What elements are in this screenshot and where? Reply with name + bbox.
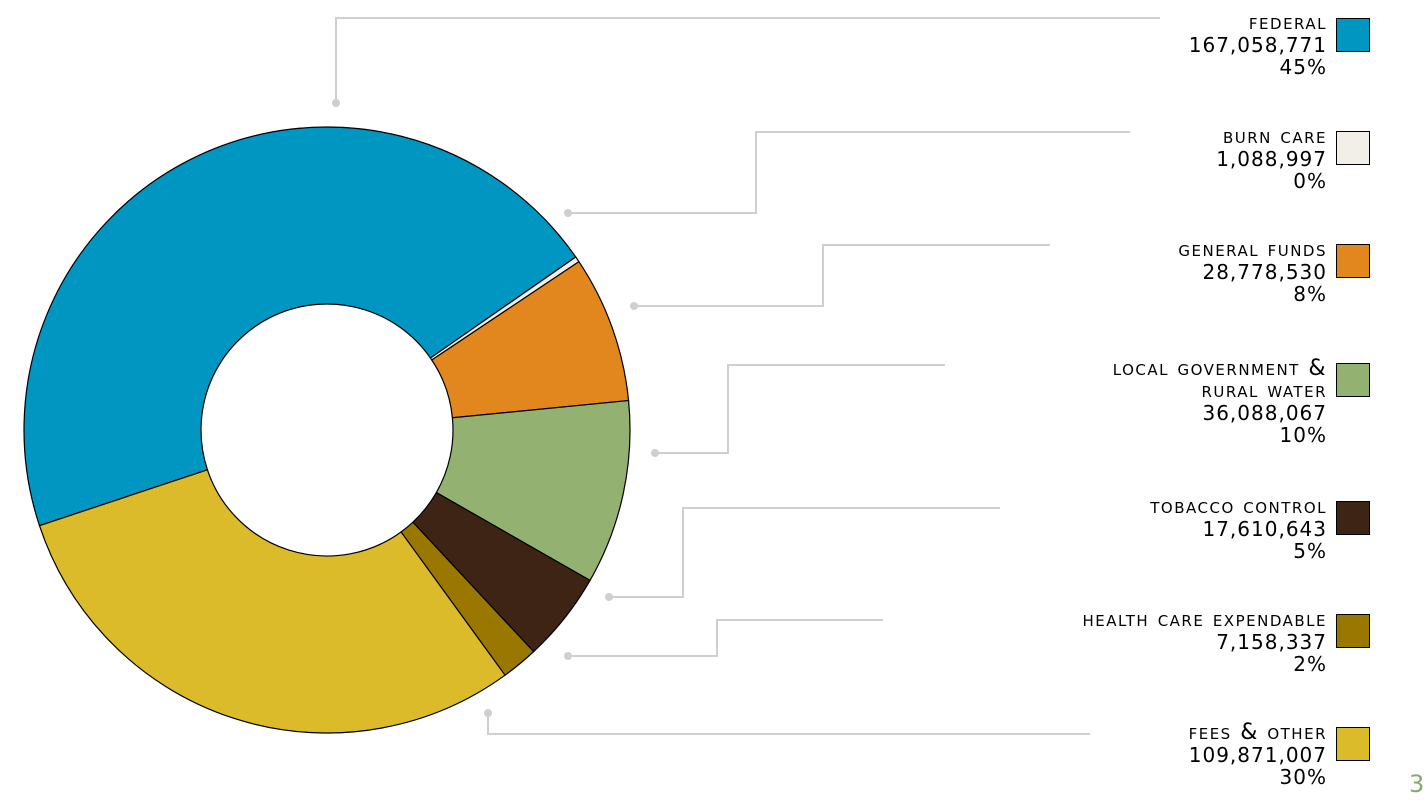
legend-label-burn-care: Burn Care bbox=[1222, 124, 1327, 149]
legend-swatch-local-government-and-rural-water bbox=[1336, 363, 1370, 397]
legend-percent-fees-and-other: 30% bbox=[1279, 765, 1327, 789]
legend-label-general-funds: General Funds bbox=[1178, 237, 1327, 262]
legend-value-health-care-expendable: 7,158,337 bbox=[1216, 630, 1327, 654]
leader-line-local-government-and-rural-water bbox=[655, 364, 945, 454]
leader-dot-fees-and-other bbox=[484, 709, 492, 717]
donut-slices bbox=[23, 126, 631, 734]
legend-percent-general-funds: 8% bbox=[1293, 282, 1327, 306]
slice-federal bbox=[23, 126, 577, 527]
legend-swatch-tobacco-control bbox=[1336, 501, 1370, 535]
leader-dot-local-government-and-rural-water bbox=[651, 449, 659, 457]
leader-line-tobacco-control bbox=[609, 507, 1000, 598]
legend-value-burn-care: 1,088,997 bbox=[1216, 147, 1327, 171]
leader-lines bbox=[332, 17, 1160, 735]
legend-swatch-burn-care bbox=[1336, 131, 1370, 165]
legend-value-local-government-and-rural-water: 36,088,067 bbox=[1202, 401, 1327, 425]
legend-swatch-health-care-expendable bbox=[1336, 614, 1370, 648]
leader-dot-tobacco-control bbox=[605, 593, 613, 601]
leader-dot-burn-care bbox=[564, 209, 572, 217]
legend-percent-health-care-expendable: 2% bbox=[1293, 652, 1327, 676]
legend-percent-local-government-and-rural-water: 10% bbox=[1279, 423, 1327, 447]
legend-label-health-care-expendable: Health Care Expendable bbox=[1082, 607, 1327, 632]
legend-swatch-fees-and-other bbox=[1336, 727, 1370, 761]
legend-label-tobacco-control: Tobacco Control bbox=[1150, 494, 1327, 519]
legend-value-general-funds: 28,778,530 bbox=[1202, 260, 1327, 284]
legend-value-tobacco-control: 17,610,643 bbox=[1202, 517, 1327, 541]
legend-percent-burn-care: 0% bbox=[1293, 169, 1327, 193]
leader-dot-general-funds bbox=[630, 302, 638, 310]
leader-line-fees-and-other bbox=[487, 713, 1090, 735]
leader-dot-health-care-expendable bbox=[564, 652, 572, 660]
legend-percent-tobacco-control: 5% bbox=[1293, 539, 1327, 563]
legend-swatch-general-funds bbox=[1336, 244, 1370, 278]
slice-fees-and-other bbox=[38, 469, 506, 734]
leader-line-general-funds bbox=[634, 244, 1050, 307]
legend-label-local-government-and-rural-water-line-1: Local Government & bbox=[1112, 356, 1327, 381]
legend-percent-federal: 45% bbox=[1279, 55, 1327, 79]
legend-value-fees-and-other: 109,871,007 bbox=[1188, 743, 1327, 767]
page-number: 3 bbox=[1409, 770, 1425, 798]
leader-line-federal bbox=[335, 17, 1160, 103]
leader-dot-federal bbox=[332, 99, 340, 107]
leader-line-burn-care bbox=[568, 131, 1130, 214]
legend-label-fees-and-other: Fees & Other bbox=[1188, 720, 1327, 745]
legend-label-local-government-and-rural-water-line-2: Rural Water bbox=[1201, 378, 1327, 403]
leader-line-health-care-expendable bbox=[568, 619, 883, 657]
legend-value-federal: 167,058,771 bbox=[1188, 33, 1327, 57]
legend-swatch-federal bbox=[1336, 18, 1370, 52]
legend-label-federal: Federal bbox=[1248, 10, 1327, 35]
